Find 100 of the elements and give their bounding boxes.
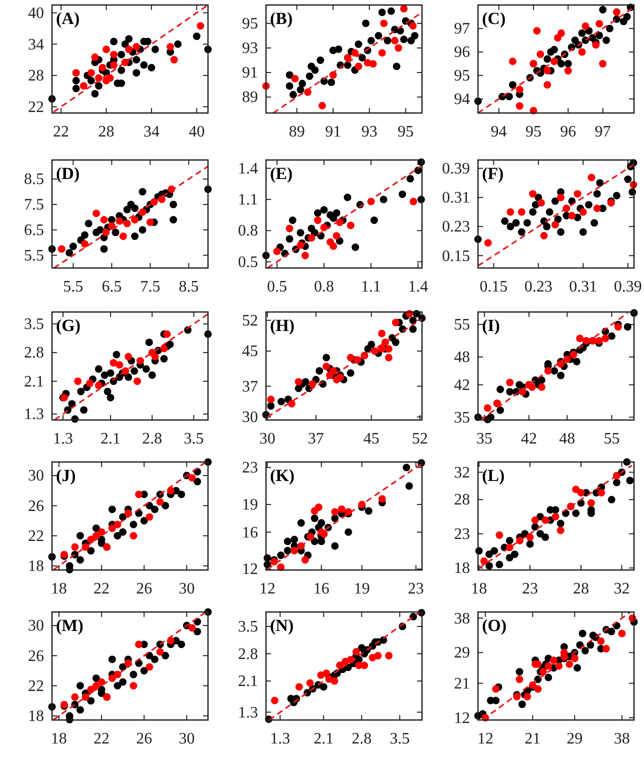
point xyxy=(132,43,140,50)
point xyxy=(492,685,500,693)
point xyxy=(322,362,330,370)
x-tick-label: 3.5 xyxy=(390,730,410,748)
point xyxy=(518,228,526,236)
x-tick-label: 18 xyxy=(50,580,67,598)
y-tick-label: 18 xyxy=(454,560,470,578)
x-tick-label: 18 xyxy=(471,580,488,598)
point xyxy=(516,676,524,684)
point xyxy=(119,663,127,671)
point xyxy=(69,242,77,250)
point xyxy=(374,652,382,660)
point xyxy=(496,386,504,394)
x-tick-label: 0.5 xyxy=(266,278,287,296)
point xyxy=(506,208,514,216)
x-tick-label: 29 xyxy=(566,730,583,748)
point xyxy=(537,199,545,207)
point xyxy=(114,532,122,540)
y-tick-label: 21 xyxy=(454,675,470,692)
y-tick-label: 23 xyxy=(242,460,258,477)
point xyxy=(125,35,133,43)
point xyxy=(87,76,95,84)
point xyxy=(87,547,95,555)
point xyxy=(124,373,132,381)
point xyxy=(506,554,514,562)
y-tick-label: 37 xyxy=(242,378,258,396)
y-tick-label: 34 xyxy=(28,36,44,54)
point xyxy=(308,380,316,388)
point xyxy=(314,216,322,224)
point xyxy=(584,200,592,208)
point xyxy=(100,216,108,224)
point xyxy=(72,69,80,77)
point xyxy=(336,374,344,382)
y-tick-label: 22 xyxy=(28,678,44,695)
point xyxy=(278,398,285,406)
x-tick-label: 0.8 xyxy=(314,278,334,296)
point xyxy=(140,666,148,674)
point xyxy=(410,198,418,206)
point xyxy=(380,20,388,28)
point xyxy=(556,520,564,528)
x-tick-label: 22 xyxy=(94,580,110,598)
point xyxy=(608,496,616,504)
point xyxy=(270,696,278,704)
y-tick-label: 93 xyxy=(242,40,258,58)
y-tick-label: 3.5 xyxy=(238,618,258,636)
point xyxy=(378,495,386,503)
point xyxy=(132,56,140,64)
point xyxy=(484,404,492,412)
point xyxy=(76,706,84,714)
point xyxy=(526,533,534,541)
x-tick-label: 1.4 xyxy=(408,278,428,296)
point xyxy=(597,637,605,645)
point xyxy=(328,78,336,86)
point xyxy=(192,32,200,40)
point xyxy=(98,64,106,72)
point xyxy=(407,36,415,44)
point xyxy=(579,208,587,216)
point xyxy=(87,697,95,705)
point xyxy=(391,36,399,44)
point xyxy=(400,36,408,44)
point xyxy=(344,54,352,62)
point xyxy=(557,60,565,68)
y-tick-label: 29 xyxy=(454,644,470,662)
point xyxy=(536,530,544,538)
point xyxy=(330,367,337,375)
point xyxy=(506,222,514,230)
point xyxy=(568,212,576,220)
point xyxy=(76,556,84,564)
point xyxy=(378,49,386,57)
x-tick-label: 19 xyxy=(354,580,370,598)
point xyxy=(531,523,539,531)
point xyxy=(297,519,305,527)
point xyxy=(346,369,354,377)
point xyxy=(398,190,406,198)
point xyxy=(534,685,542,693)
point xyxy=(131,204,139,212)
point xyxy=(346,354,354,362)
point xyxy=(135,490,143,498)
y-tick-label: 2.1 xyxy=(238,673,258,690)
x-tick-label: 7.5 xyxy=(140,278,160,296)
y-tick-label: 2.8 xyxy=(24,344,44,362)
point xyxy=(194,478,202,486)
x-tick-label: 3.5 xyxy=(184,430,204,448)
point xyxy=(130,682,138,690)
point xyxy=(296,228,304,236)
point xyxy=(286,82,294,90)
point xyxy=(125,46,133,54)
point xyxy=(286,71,294,79)
point xyxy=(284,546,292,554)
point xyxy=(170,200,178,208)
point xyxy=(108,216,116,224)
x-tick-label: 0.23 xyxy=(524,278,552,296)
point xyxy=(76,532,84,540)
point xyxy=(135,640,143,648)
x-tick-label: 0.31 xyxy=(569,278,598,296)
point xyxy=(134,378,142,385)
y-tick-label: 1.3 xyxy=(24,406,44,424)
y-tick-label: 35 xyxy=(454,409,470,426)
chart-title: (N) xyxy=(270,616,294,635)
point xyxy=(298,80,306,88)
